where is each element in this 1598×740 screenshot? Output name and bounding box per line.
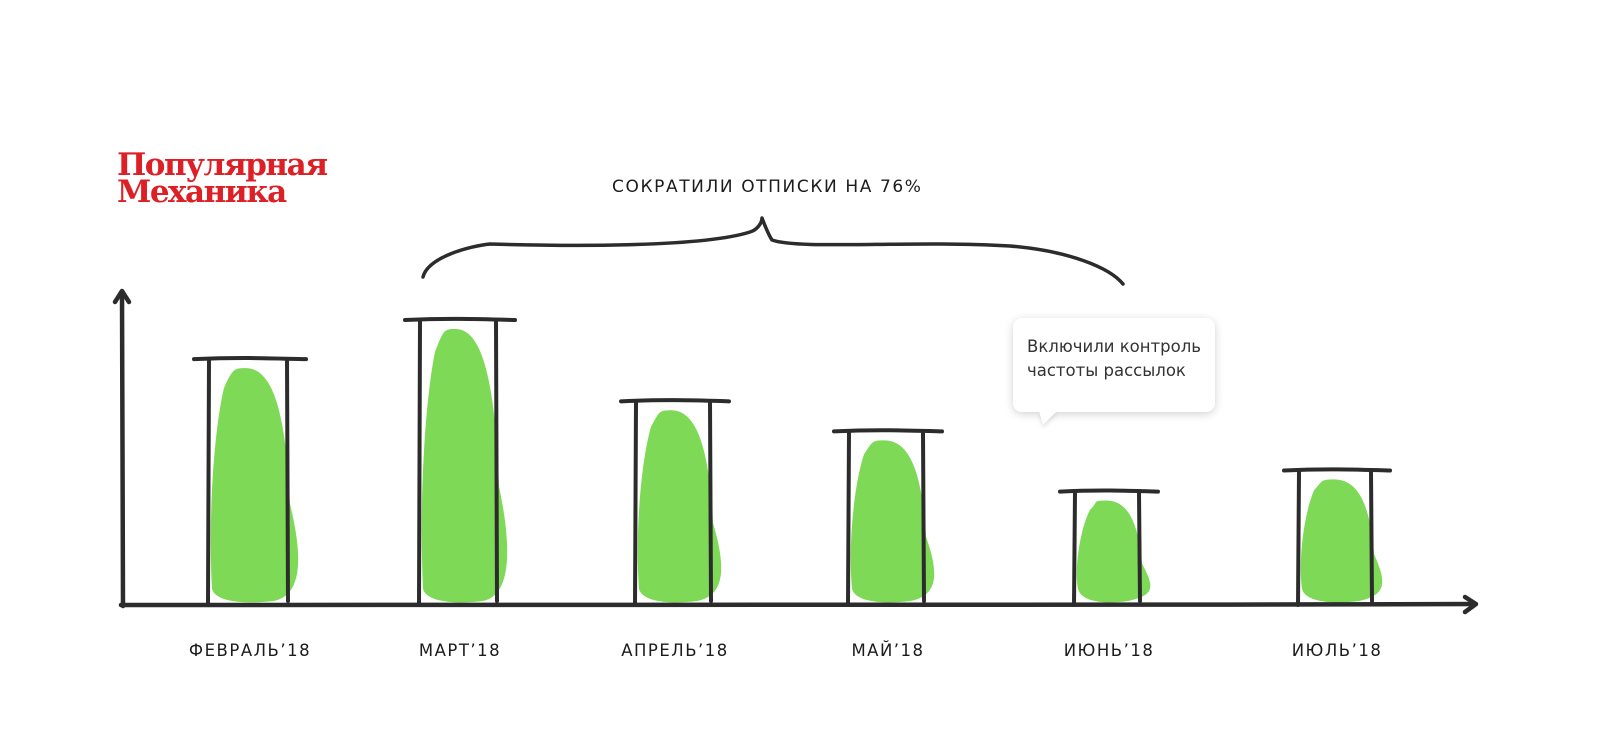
bar-top-cap — [619, 398, 731, 404]
bar-left-edge — [206, 358, 211, 607]
bar-left-edge — [1072, 490, 1077, 607]
bar-top-cap — [403, 316, 517, 323]
bar-fill — [1076, 500, 1151, 603]
bar-fill — [637, 410, 722, 603]
bar-left-edge — [846, 430, 851, 607]
x-axis-arrow — [1462, 594, 1479, 615]
bar — [619, 398, 731, 607]
bar-left-edge — [633, 400, 638, 607]
bar-fill — [1300, 479, 1383, 603]
bar — [192, 356, 308, 607]
x-tick-label: МАРТ’18 — [419, 641, 501, 660]
y-axis — [119, 289, 126, 609]
logo-line-1: Популярная — [117, 147, 328, 183]
x-tick-label: ИЮЛЬ’18 — [1292, 641, 1383, 660]
x-tick-labels: ФЕВРАЛЬ’18 МАРТ’18 АПРЕЛЬ’18 МАЙ’18 ИЮНЬ’18 И… — [189, 641, 1383, 660]
bar-right-edge — [921, 430, 926, 603]
bar-right-edge — [285, 358, 290, 603]
bar — [1058, 488, 1160, 607]
bar-left-edge — [417, 319, 422, 607]
bar-fill — [210, 368, 299, 603]
axes — [112, 288, 1479, 615]
curly-brace — [421, 216, 1125, 286]
bar-top-cap — [192, 356, 308, 362]
bar-fill — [850, 440, 935, 603]
logo-line-2: Механика — [117, 174, 287, 210]
bar-right-edge — [708, 400, 713, 603]
bars — [192, 316, 1392, 607]
bar-top-cap — [832, 428, 944, 434]
x-tick-label: АПРЕЛЬ’18 — [621, 641, 729, 660]
x-tick-label: ФЕВРАЛЬ’18 — [189, 641, 311, 660]
bar-right-edge — [494, 319, 499, 603]
x-tick-label: ИЮНЬ’18 — [1064, 641, 1155, 660]
logo: Популярная Механика — [117, 147, 328, 210]
annotation-callout: Включили контроль частоты рассылок — [1013, 318, 1215, 425]
callout-tail — [1039, 411, 1057, 425]
bar-right-edge — [1369, 469, 1374, 603]
bar-right-edge — [1137, 490, 1142, 603]
bar-top-cap — [1058, 488, 1160, 494]
bar-top-cap — [1282, 467, 1392, 473]
headline: СОКРАТИЛИ ОТПИСКИ НА 76% — [612, 177, 923, 197]
bar — [1282, 467, 1392, 607]
bar-left-edge — [1296, 469, 1301, 607]
x-axis — [118, 601, 1478, 608]
bar — [403, 316, 517, 607]
y-axis-arrow — [112, 288, 132, 305]
callout-line-2: частоты рассылок — [1027, 361, 1186, 380]
x-tick-label: МАЙ’18 — [851, 641, 924, 660]
bar-fill — [421, 328, 508, 603]
bar — [832, 428, 944, 607]
callout-line-1: Включили контроль — [1027, 337, 1202, 356]
